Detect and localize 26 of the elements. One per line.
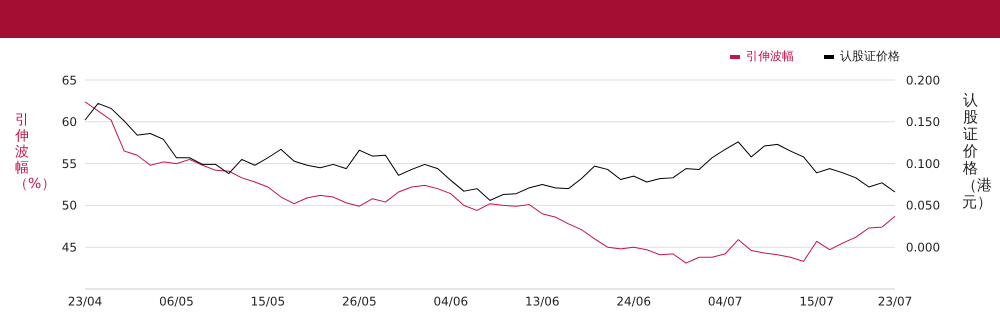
x-tick-label: 06/05 bbox=[159, 294, 194, 309]
y-tick-label: 55 bbox=[62, 156, 77, 171]
x-tick-label: 15/05 bbox=[250, 294, 286, 309]
x-tick-label: 23/04 bbox=[68, 294, 102, 309]
y2-tick-label: 0.050 bbox=[906, 198, 940, 213]
x-tick-label: 26/05 bbox=[342, 294, 377, 309]
y-axis-title: 引伸波幅（%） bbox=[14, 112, 56, 192]
x-tick-label: 13/06 bbox=[524, 294, 560, 309]
x-tick-label: 23/07 bbox=[878, 294, 912, 309]
legend-label: 认股证价格 bbox=[840, 48, 900, 65]
x-tick-label: 04/07 bbox=[708, 294, 742, 309]
line-series bbox=[84, 102, 896, 201]
y-tick-label: 65 bbox=[62, 73, 77, 88]
y2-tick-label: 0.100 bbox=[906, 156, 940, 171]
y-tick-label: 45 bbox=[62, 240, 77, 254]
line-series bbox=[84, 101, 896, 264]
y2-tick-label: 0.200 bbox=[906, 73, 940, 88]
y-tick-label: 50 bbox=[62, 198, 77, 213]
legend-label: 引伸波幅 bbox=[746, 48, 794, 65]
y2-tick-label: 0.000 bbox=[906, 240, 940, 254]
y2-tick-label: 0.150 bbox=[906, 115, 940, 130]
y2-axis-title: 认股证价格（港元） bbox=[962, 91, 992, 211]
x-tick-label: 15/07 bbox=[799, 294, 834, 309]
y-tick-label: 60 bbox=[62, 115, 77, 130]
x-tick-label: 24/06 bbox=[616, 294, 652, 309]
x-tick-label: 04/06 bbox=[434, 294, 468, 309]
